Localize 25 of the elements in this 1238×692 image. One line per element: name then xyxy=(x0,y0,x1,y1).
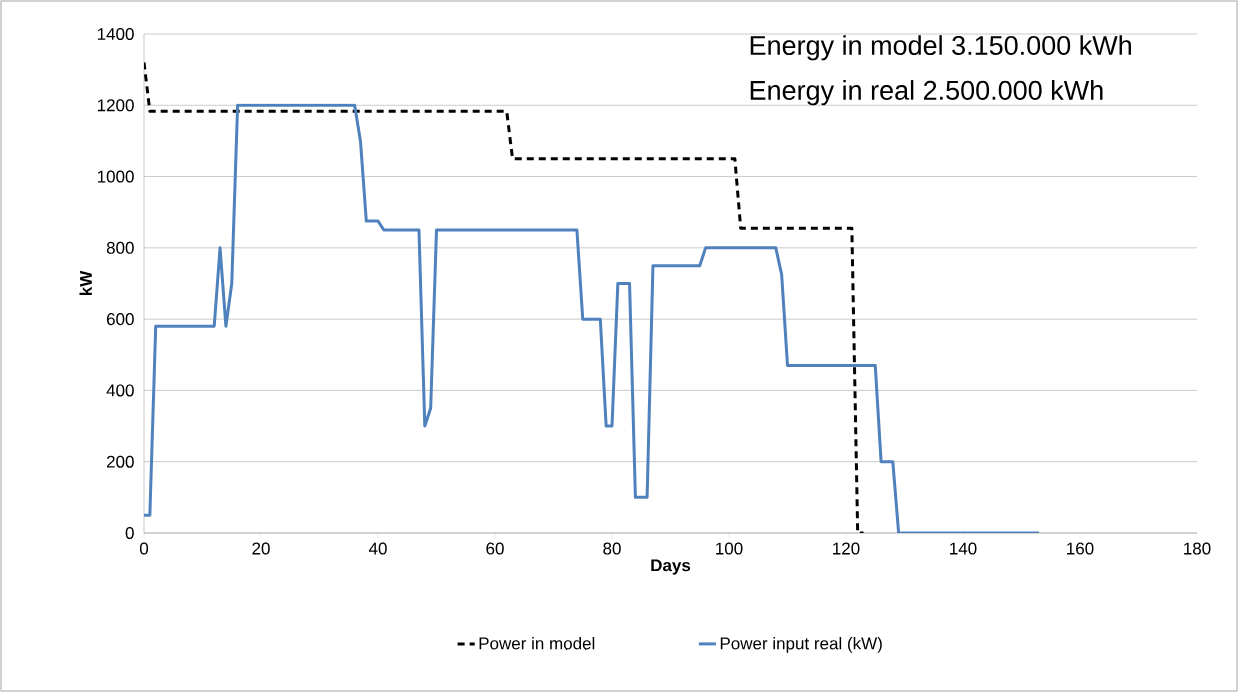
y-tick-label: 800 xyxy=(106,241,134,254)
x-tick-label: 140 xyxy=(950,542,977,555)
y-tick-label: 200 xyxy=(106,455,134,468)
x-tick-label: 80 xyxy=(603,542,621,555)
annotation: Energy in real 2.500.000 kWh xyxy=(750,80,1103,106)
x-tick-label: 180 xyxy=(1184,542,1211,555)
annotation: Energy in model 3.150.000 kWh xyxy=(750,35,1131,61)
x-tick-label: 100 xyxy=(716,542,743,555)
legend-label: Power in model xyxy=(479,636,595,650)
x-tick-label: 20 xyxy=(252,542,270,555)
legend-label: Power input real (kW) xyxy=(720,636,882,653)
y-tick-label: 600 xyxy=(106,313,134,326)
y-tick-label: 1000 xyxy=(97,170,134,183)
x-tick-label: 160 xyxy=(1067,542,1094,555)
y-axis-title: kW xyxy=(79,270,92,296)
x-axis-title: Days xyxy=(651,559,691,575)
x-tick-label: 120 xyxy=(833,542,860,555)
y-tick-label: 1200 xyxy=(97,99,134,112)
x-tick-label: 0 xyxy=(139,542,149,555)
y-tick-label: 1400 xyxy=(97,27,134,41)
y-tick-label: 400 xyxy=(106,384,134,397)
line-series xyxy=(144,61,866,533)
x-tick-label: 60 xyxy=(486,542,504,555)
x-tick-label: 40 xyxy=(368,542,387,555)
y-tick-label: 0 xyxy=(125,526,134,540)
